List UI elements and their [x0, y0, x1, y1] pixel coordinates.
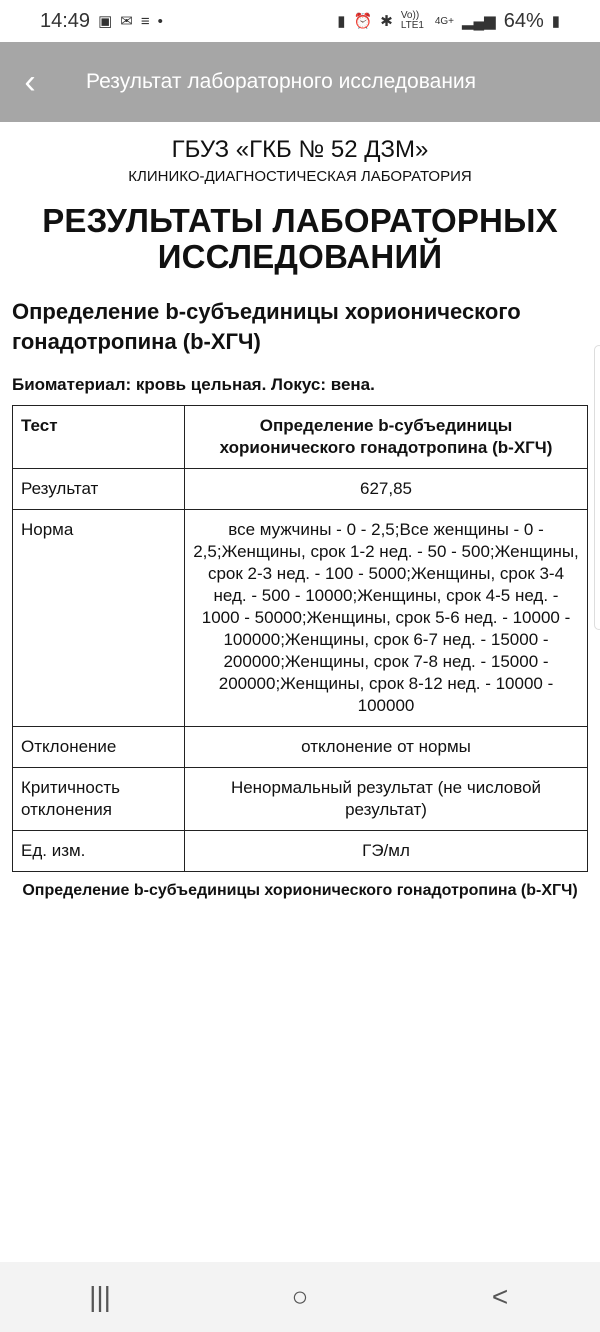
- back-icon: <: [491, 1281, 509, 1312]
- row-label: Тест: [12, 405, 185, 469]
- row-label: Норма: [12, 509, 185, 727]
- gallery-icon: ▣: [98, 13, 113, 30]
- table-row: Результат 627,85: [12, 468, 588, 510]
- bluetooth-icon: ✱: [380, 13, 393, 30]
- row-value: Определение b-субъединицы хорионического…: [184, 405, 588, 469]
- table-row: Критичность отклонения Ненормальный резул…: [12, 767, 588, 831]
- table-row: Норма все мужчины - 0 - 2,5;Все женщины -…: [12, 509, 588, 727]
- row-value: Ненормальный результат (не числовой резу…: [184, 767, 588, 831]
- more-dot-icon: •: [157, 12, 163, 30]
- footer-test-name: Определение b-субъединицы хорионического…: [22, 882, 578, 899]
- biomaterial: Биоматериал: кровь цельная. Локус: вена.: [12, 375, 375, 394]
- clock: 14:49: [40, 9, 91, 32]
- table-row: Отклонение отклонение от нормы: [12, 726, 588, 768]
- row-value: 627,85: [184, 468, 588, 510]
- battery-percent: 64%: [503, 9, 544, 32]
- lab-name: КЛИНИКО-ДИАГНОСТИЧЕСКАЯ ЛАБОРАТОРИЯ: [128, 168, 472, 185]
- notification-icon: ≡: [140, 12, 150, 30]
- status-bar: 14:49 ▣ ✉ ≡ • ▮ ⏰ ✱ Vo)) LTE1 4G+ ▂▄▆ 64…: [0, 0, 600, 42]
- signal-icon: ▂▄▆: [462, 13, 496, 30]
- app-bar-title: Результат лабораторного исследования: [86, 70, 477, 93]
- battery-icon: ▮: [551, 13, 560, 30]
- system-nav-bar: ||| ○ <: [0, 1262, 600, 1332]
- alarm-icon: ⏰: [353, 13, 373, 30]
- table-row: Тест Определение b-субъединицы хорионичес…: [12, 405, 588, 469]
- network-type: 4G+: [434, 15, 454, 27]
- row-value: отклонение от нормы: [184, 726, 588, 768]
- nav-back-button[interactable]: <: [460, 1281, 540, 1313]
- report-title: РЕЗУЛЬТАТЫ ЛАБОРАТОРНЫХ ИССЛЕДОВАНИЙ: [42, 202, 558, 275]
- volte-indicator: Vo)) LTE1: [400, 10, 424, 31]
- table-row: Ед. изм. ГЭ/мл: [12, 830, 588, 872]
- back-button[interactable]: ‹: [0, 42, 60, 122]
- app-bar: ‹ Результат лабораторного исследования: [0, 42, 600, 122]
- home-icon: ○: [291, 1281, 309, 1312]
- row-value: все мужчины - 0 - 2,5;Все женщины - 0 - …: [184, 509, 588, 727]
- test-name: Определение b-субъединицы хорионического…: [12, 299, 521, 354]
- row-label: Результат: [12, 468, 185, 510]
- organization-name: ГБУЗ «ГКБ № 52 ДЗМ»: [171, 136, 429, 163]
- report-document: ГБУЗ «ГКБ № 52 ДЗМ» КЛИНИКО-ДИАГНОСТИЧЕС…: [0, 122, 600, 902]
- mail-icon: ✉: [120, 13, 133, 30]
- home-button[interactable]: ○: [260, 1281, 340, 1313]
- row-label: Ед. изм.: [12, 830, 185, 872]
- row-label: Критичность отклонения: [12, 767, 185, 831]
- recents-icon: |||: [89, 1281, 111, 1312]
- results-table: Тест Определение b-субъединицы хорионичес…: [12, 405, 588, 872]
- row-label: Отклонение: [12, 726, 185, 768]
- battery-saver-icon: ▮: [337, 13, 346, 30]
- scrollbar[interactable]: [594, 345, 600, 630]
- row-value: ГЭ/мл: [184, 830, 588, 872]
- recents-button[interactable]: |||: [60, 1281, 140, 1313]
- chevron-left-icon: ‹: [24, 63, 36, 101]
